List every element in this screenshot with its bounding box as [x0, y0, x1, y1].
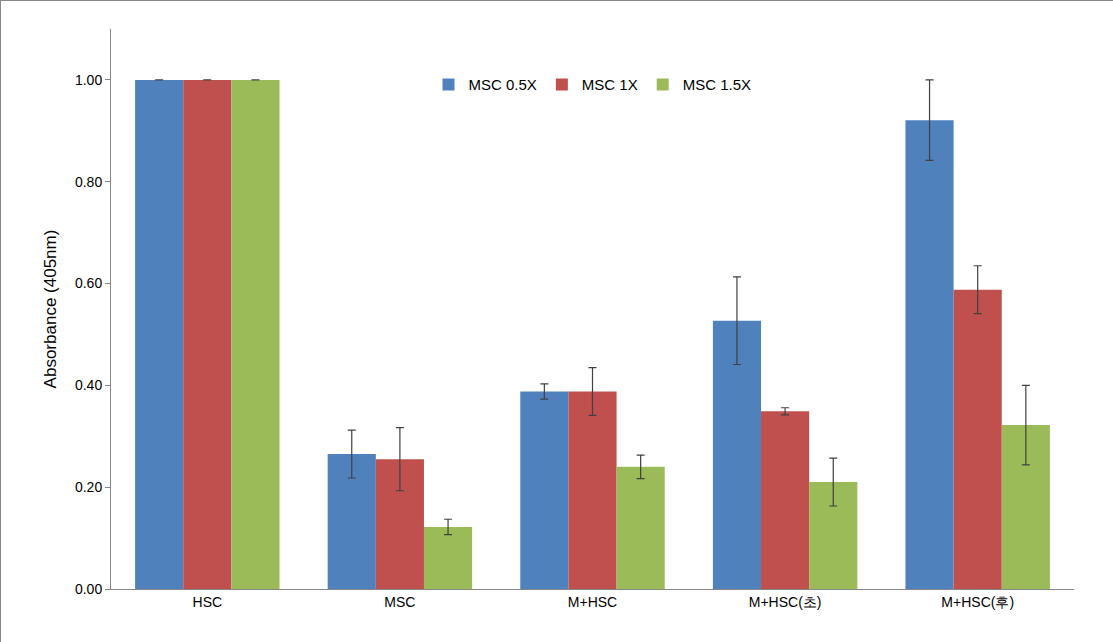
svg-text:MSC 1X: MSC 1X	[582, 76, 638, 93]
svg-text:0.00: 0.00	[75, 581, 102, 597]
svg-text:M+HSC(후): M+HSC(후)	[941, 594, 1014, 610]
svg-text:M+HSC(초): M+HSC(초)	[749, 594, 822, 610]
svg-text:MSC 1.5X: MSC 1.5X	[683, 76, 751, 93]
svg-text:HSC: HSC	[193, 594, 223, 610]
svg-text:M+HSC: M+HSC	[568, 594, 617, 610]
svg-text:0.60: 0.60	[75, 275, 102, 291]
svg-text:0.80: 0.80	[75, 174, 102, 190]
svg-text:0.40: 0.40	[75, 377, 102, 393]
svg-text:0.20: 0.20	[75, 479, 102, 495]
svg-text:MSC: MSC	[384, 594, 415, 610]
svg-text:Absorbance (405nm): Absorbance (405nm)	[41, 230, 60, 389]
svg-text:1.00: 1.00	[75, 72, 102, 88]
svg-text:MSC 0.5X: MSC 0.5X	[469, 76, 537, 93]
